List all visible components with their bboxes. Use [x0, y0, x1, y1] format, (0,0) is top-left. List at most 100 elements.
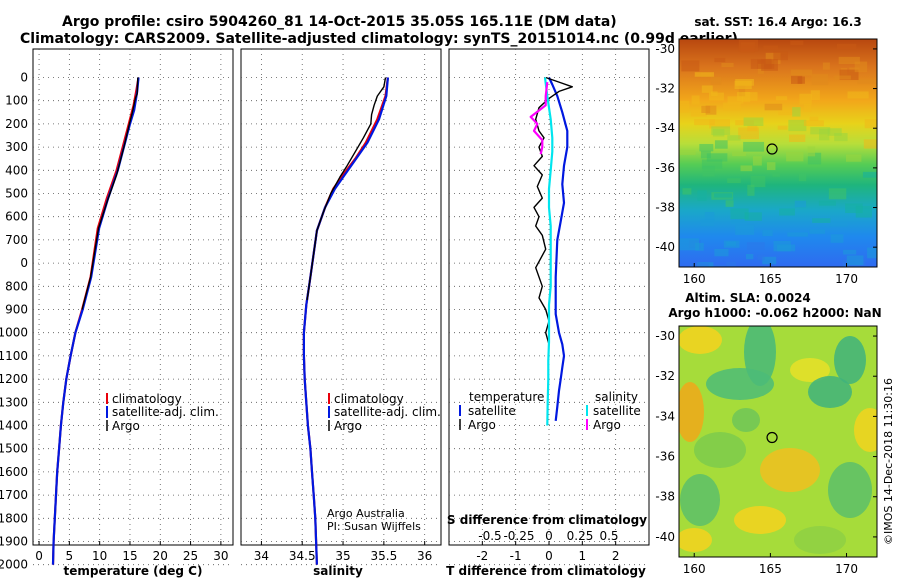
annotation-pi: PI: Susan Wijffels: [327, 520, 421, 533]
pressure-tick-label: 600: [5, 210, 28, 224]
x-tick-label: 20: [153, 549, 168, 563]
sst-patch: [694, 119, 715, 126]
pressure-tick-label: 1400: [0, 419, 28, 433]
sst-patch: [740, 165, 753, 172]
x-tick-label: 0: [35, 549, 43, 563]
sla-map-axes: 160 165 170 -30 -32 -34 -36 -38 -40: [655, 329, 877, 576]
s-difference-tick-label: -0.25: [503, 529, 534, 543]
sla-anomaly-patch: [679, 326, 722, 354]
sla-anomaly-patch: [706, 368, 774, 400]
pressure-axis: 0 100 200 300 400 500 600 700 0 800 900 1000 1100 120…: [0, 71, 28, 572]
legend-label-satellite: satellite-adj. clim.: [112, 405, 219, 419]
sst-patch: [714, 140, 728, 149]
sla-anomaly-patch: [794, 526, 846, 554]
pressure-tick-label: 1200: [0, 372, 28, 386]
x-tick-label: 1: [579, 549, 587, 563]
map-x-tick-label: 165: [759, 562, 782, 576]
sst-patch: [732, 151, 746, 157]
sst-patch: [864, 119, 877, 129]
series-salinity-satellite: [543, 77, 554, 426]
sst-patch: [738, 39, 759, 52]
sst-patch: [738, 84, 746, 97]
sla-anomaly-patch: [694, 432, 746, 468]
sst-patch: [828, 188, 847, 200]
x-tick-label: 2: [612, 549, 620, 563]
sst-patch: [737, 92, 758, 101]
sst-patch: [810, 90, 820, 101]
sst-patch: [679, 238, 700, 251]
sst-patch: [822, 62, 830, 70]
legend-label-s-argo: Argo: [593, 418, 621, 432]
sst-patch: [809, 229, 825, 234]
pressure-tick-label: 100: [5, 94, 28, 108]
series-satellite-adj-clim-: [302, 77, 389, 565]
sst-patch: [679, 150, 696, 155]
sst-patch: [725, 200, 734, 207]
salinity-legend: climatology satellite-adj. clim. Argo Ar…: [327, 392, 441, 533]
sst-patch: [794, 200, 807, 208]
x-tick-label: 5: [66, 549, 74, 563]
sst-patch: [735, 224, 755, 235]
sst-patch: [798, 173, 807, 182]
t-difference-axis-label: T difference from climatology: [446, 564, 646, 578]
sst-patch: [689, 263, 709, 267]
sst-patch: [682, 188, 692, 195]
legend-label-argo: Argo: [112, 419, 140, 433]
map-y-tick-label: -40: [655, 240, 675, 254]
pressure-tick-label: 1500: [0, 442, 28, 456]
legend-title-temperature: temperature: [469, 390, 544, 404]
pressure-tick-label: 0: [20, 256, 28, 270]
sst-patch: [708, 264, 726, 267]
argo-float-marker: [766, 431, 778, 444]
sst-patch: [744, 212, 762, 221]
pressure-tick-label: 700: [5, 233, 28, 247]
sst-patch: [690, 109, 708, 117]
map-y-tick-label: -40: [655, 530, 675, 544]
sst-patch: [714, 248, 729, 257]
sst-patch: [863, 139, 877, 149]
sst-map-title: sat. SST: 16.4 Argo: 16.3: [694, 15, 861, 29]
sst-patch: [761, 59, 778, 71]
sst-patch: [750, 58, 772, 69]
x-tick-label: 35.5: [370, 549, 397, 563]
pressure-tick-label: 900: [5, 303, 28, 317]
sst-patch: [700, 218, 715, 227]
x-axes: 0 5 10 15 20 25 30 34 34.5 35 35.5 36 -2 -1 0 1 2: [35, 541, 619, 563]
pressure-tick-label: 1300: [0, 395, 28, 409]
pressure-tick-label: 0: [20, 71, 28, 85]
sst-patch: [709, 119, 730, 129]
sst-patch: [799, 93, 812, 105]
sst-patch: [843, 249, 857, 255]
sst-patch: [772, 172, 780, 177]
difference-legend: temperature salinity satellite Argo sate…: [447, 390, 647, 543]
sst-patch: [706, 153, 728, 162]
sst-patch: [730, 208, 749, 220]
legend-label-climatology: climatology: [334, 392, 404, 406]
map-y-tick-label: -34: [655, 121, 675, 135]
map-y-tick-label: -36: [655, 161, 675, 175]
map-x-tick-label: 165: [759, 272, 782, 286]
map-y-tick-label: -30: [655, 329, 675, 343]
sst-patch: [830, 234, 844, 243]
sst-patch: [789, 134, 806, 142]
sst-patch: [726, 262, 736, 267]
pressure-tick-label: 800: [5, 279, 28, 293]
sst-patch: [775, 96, 788, 101]
sst-patch: [695, 242, 704, 251]
sst-patch: [827, 128, 842, 136]
sst-patch: [705, 105, 717, 115]
series-temperature-satellite: [548, 77, 569, 422]
sst-patch: [701, 159, 723, 169]
map-y-tick-label: -32: [655, 82, 675, 96]
x-tick-label: 10: [92, 549, 107, 563]
sst-patch: [694, 72, 714, 77]
sst-patch: [839, 69, 859, 81]
sst-patch: [723, 102, 741, 111]
sla-map-frame: [678, 325, 878, 558]
pressure-tick-label: 1800: [0, 511, 28, 525]
sst-patch: [788, 119, 807, 132]
sst-patch: [747, 125, 758, 132]
sla-anomaly-patch: [828, 462, 872, 518]
sst-patch: [757, 63, 764, 74]
